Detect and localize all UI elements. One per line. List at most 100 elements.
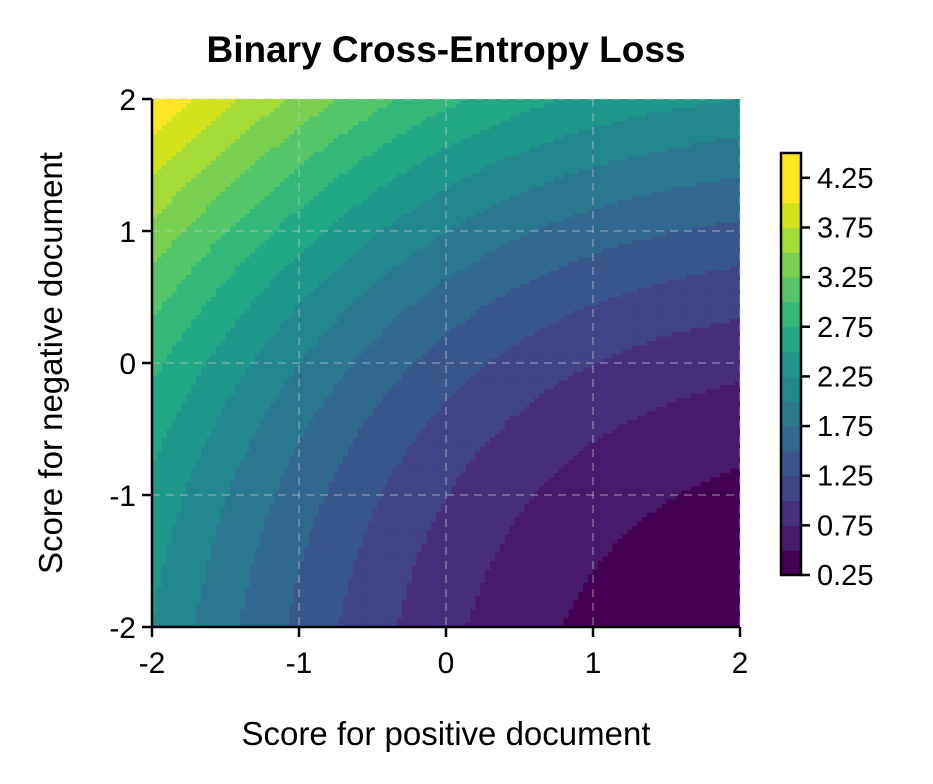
- contour-cell: [176, 609, 182, 615]
- contour-cell: [289, 371, 295, 377]
- contour-cell: [289, 297, 295, 302]
- contour-cell: [308, 134, 315, 140]
- contour-cell: [240, 398, 246, 404]
- contour-cell: [308, 367, 315, 373]
- contour-cell: [289, 486, 295, 492]
- contour-cell: [191, 125, 197, 131]
- contour-cell: [205, 165, 212, 170]
- contour-cell: [210, 499, 217, 505]
- contour-cell: [205, 266, 212, 272]
- contour-cell: [210, 147, 217, 153]
- contour-cell: [250, 244, 256, 250]
- contour-cell: [259, 165, 266, 170]
- contour-cell: [176, 499, 182, 505]
- contour-cell: [333, 486, 339, 492]
- contour-cell: [303, 385, 310, 390]
- contour-cell: [254, 160, 261, 166]
- contour-cell: [284, 415, 290, 421]
- contour-cell: [274, 182, 280, 188]
- contour-cell: [191, 578, 197, 584]
- contour-cell: [259, 191, 266, 197]
- contour-cell: [318, 169, 325, 175]
- contour-cell: [171, 618, 178, 624]
- contour-cell: [230, 565, 236, 571]
- contour-cell: [343, 525, 349, 531]
- contour-cell: [176, 257, 182, 263]
- contour-cell: [323, 226, 329, 232]
- contour-cell: [338, 605, 344, 610]
- contour-cell: [289, 411, 295, 417]
- contour-cell: [303, 200, 310, 206]
- contour-cell: [230, 301, 236, 307]
- contour-cell: [259, 107, 266, 113]
- contour-cell: [343, 147, 349, 153]
- contour-cell: [235, 552, 241, 558]
- contour-cell: [259, 151, 266, 157]
- contour-cell: [323, 574, 329, 580]
- contour-cell: [328, 503, 334, 509]
- contour-cell: [284, 213, 290, 219]
- contour-cell: [274, 99, 280, 104]
- contour-cell: [156, 561, 163, 566]
- contour-cell: [201, 380, 207, 386]
- contour-cell: [338, 569, 344, 575]
- contour-cell: [284, 583, 290, 588]
- contour-cell: [328, 112, 334, 118]
- contour-cell: [348, 583, 354, 588]
- contour-cell: [308, 574, 315, 580]
- contour-cell: [176, 596, 182, 602]
- contour-cell: [289, 275, 295, 280]
- contour-cell: [289, 209, 295, 214]
- contour-cell: [343, 314, 349, 320]
- contour-cell: [210, 134, 217, 140]
- contour-cell: [313, 543, 320, 549]
- contour-cell: [289, 429, 295, 434]
- contour-cell: [240, 517, 246, 522]
- contour-cell: [294, 565, 300, 571]
- contour-cell: [274, 138, 280, 144]
- contour-cell: [343, 107, 349, 113]
- contour-cell: [259, 248, 266, 254]
- contour-cell: [274, 600, 280, 606]
- contour-cell: [166, 103, 173, 109]
- contour-cell: [225, 288, 231, 294]
- contour-cell: [152, 358, 158, 364]
- contour-cell: [156, 583, 163, 588]
- contour-cell: [171, 534, 178, 540]
- contour-cell: [269, 363, 276, 368]
- contour-cell: [245, 121, 251, 126]
- contour-cell: [259, 622, 266, 627]
- contour-cell: [156, 380, 163, 386]
- contour-cell: [181, 371, 187, 377]
- contour-cell: [303, 363, 310, 368]
- contour-cell: [215, 191, 222, 197]
- contour-cell: [338, 191, 344, 197]
- contour-cell: [196, 270, 202, 276]
- contour-cell: [171, 327, 178, 333]
- contour-cell: [156, 477, 163, 483]
- contour-cell: [171, 578, 178, 584]
- contour-cell: [348, 231, 354, 236]
- contour-cell: [186, 195, 192, 201]
- contour-cell: [323, 596, 329, 602]
- contour-cell: [210, 103, 217, 109]
- contour-cell: [299, 451, 305, 456]
- contour-cell: [303, 499, 310, 505]
- contour-cell: [181, 165, 187, 170]
- contour-cell: [240, 314, 246, 320]
- contour-cell: [303, 99, 310, 104]
- contour-cell: [152, 552, 158, 558]
- contour-cell: [269, 288, 276, 294]
- contour-cell: [191, 565, 197, 571]
- contour-cell: [338, 112, 344, 118]
- contour-cell: [264, 459, 271, 465]
- contour-cell: [156, 587, 163, 593]
- contour-cell: [308, 455, 315, 461]
- contour-cell: [269, 393, 276, 399]
- contour-cell: [230, 165, 236, 170]
- contour-cell: [323, 349, 329, 355]
- contour-cell: [343, 358, 349, 364]
- contour-cell: [303, 481, 310, 487]
- contour-cell: [196, 209, 202, 214]
- contour-cell: [299, 534, 305, 540]
